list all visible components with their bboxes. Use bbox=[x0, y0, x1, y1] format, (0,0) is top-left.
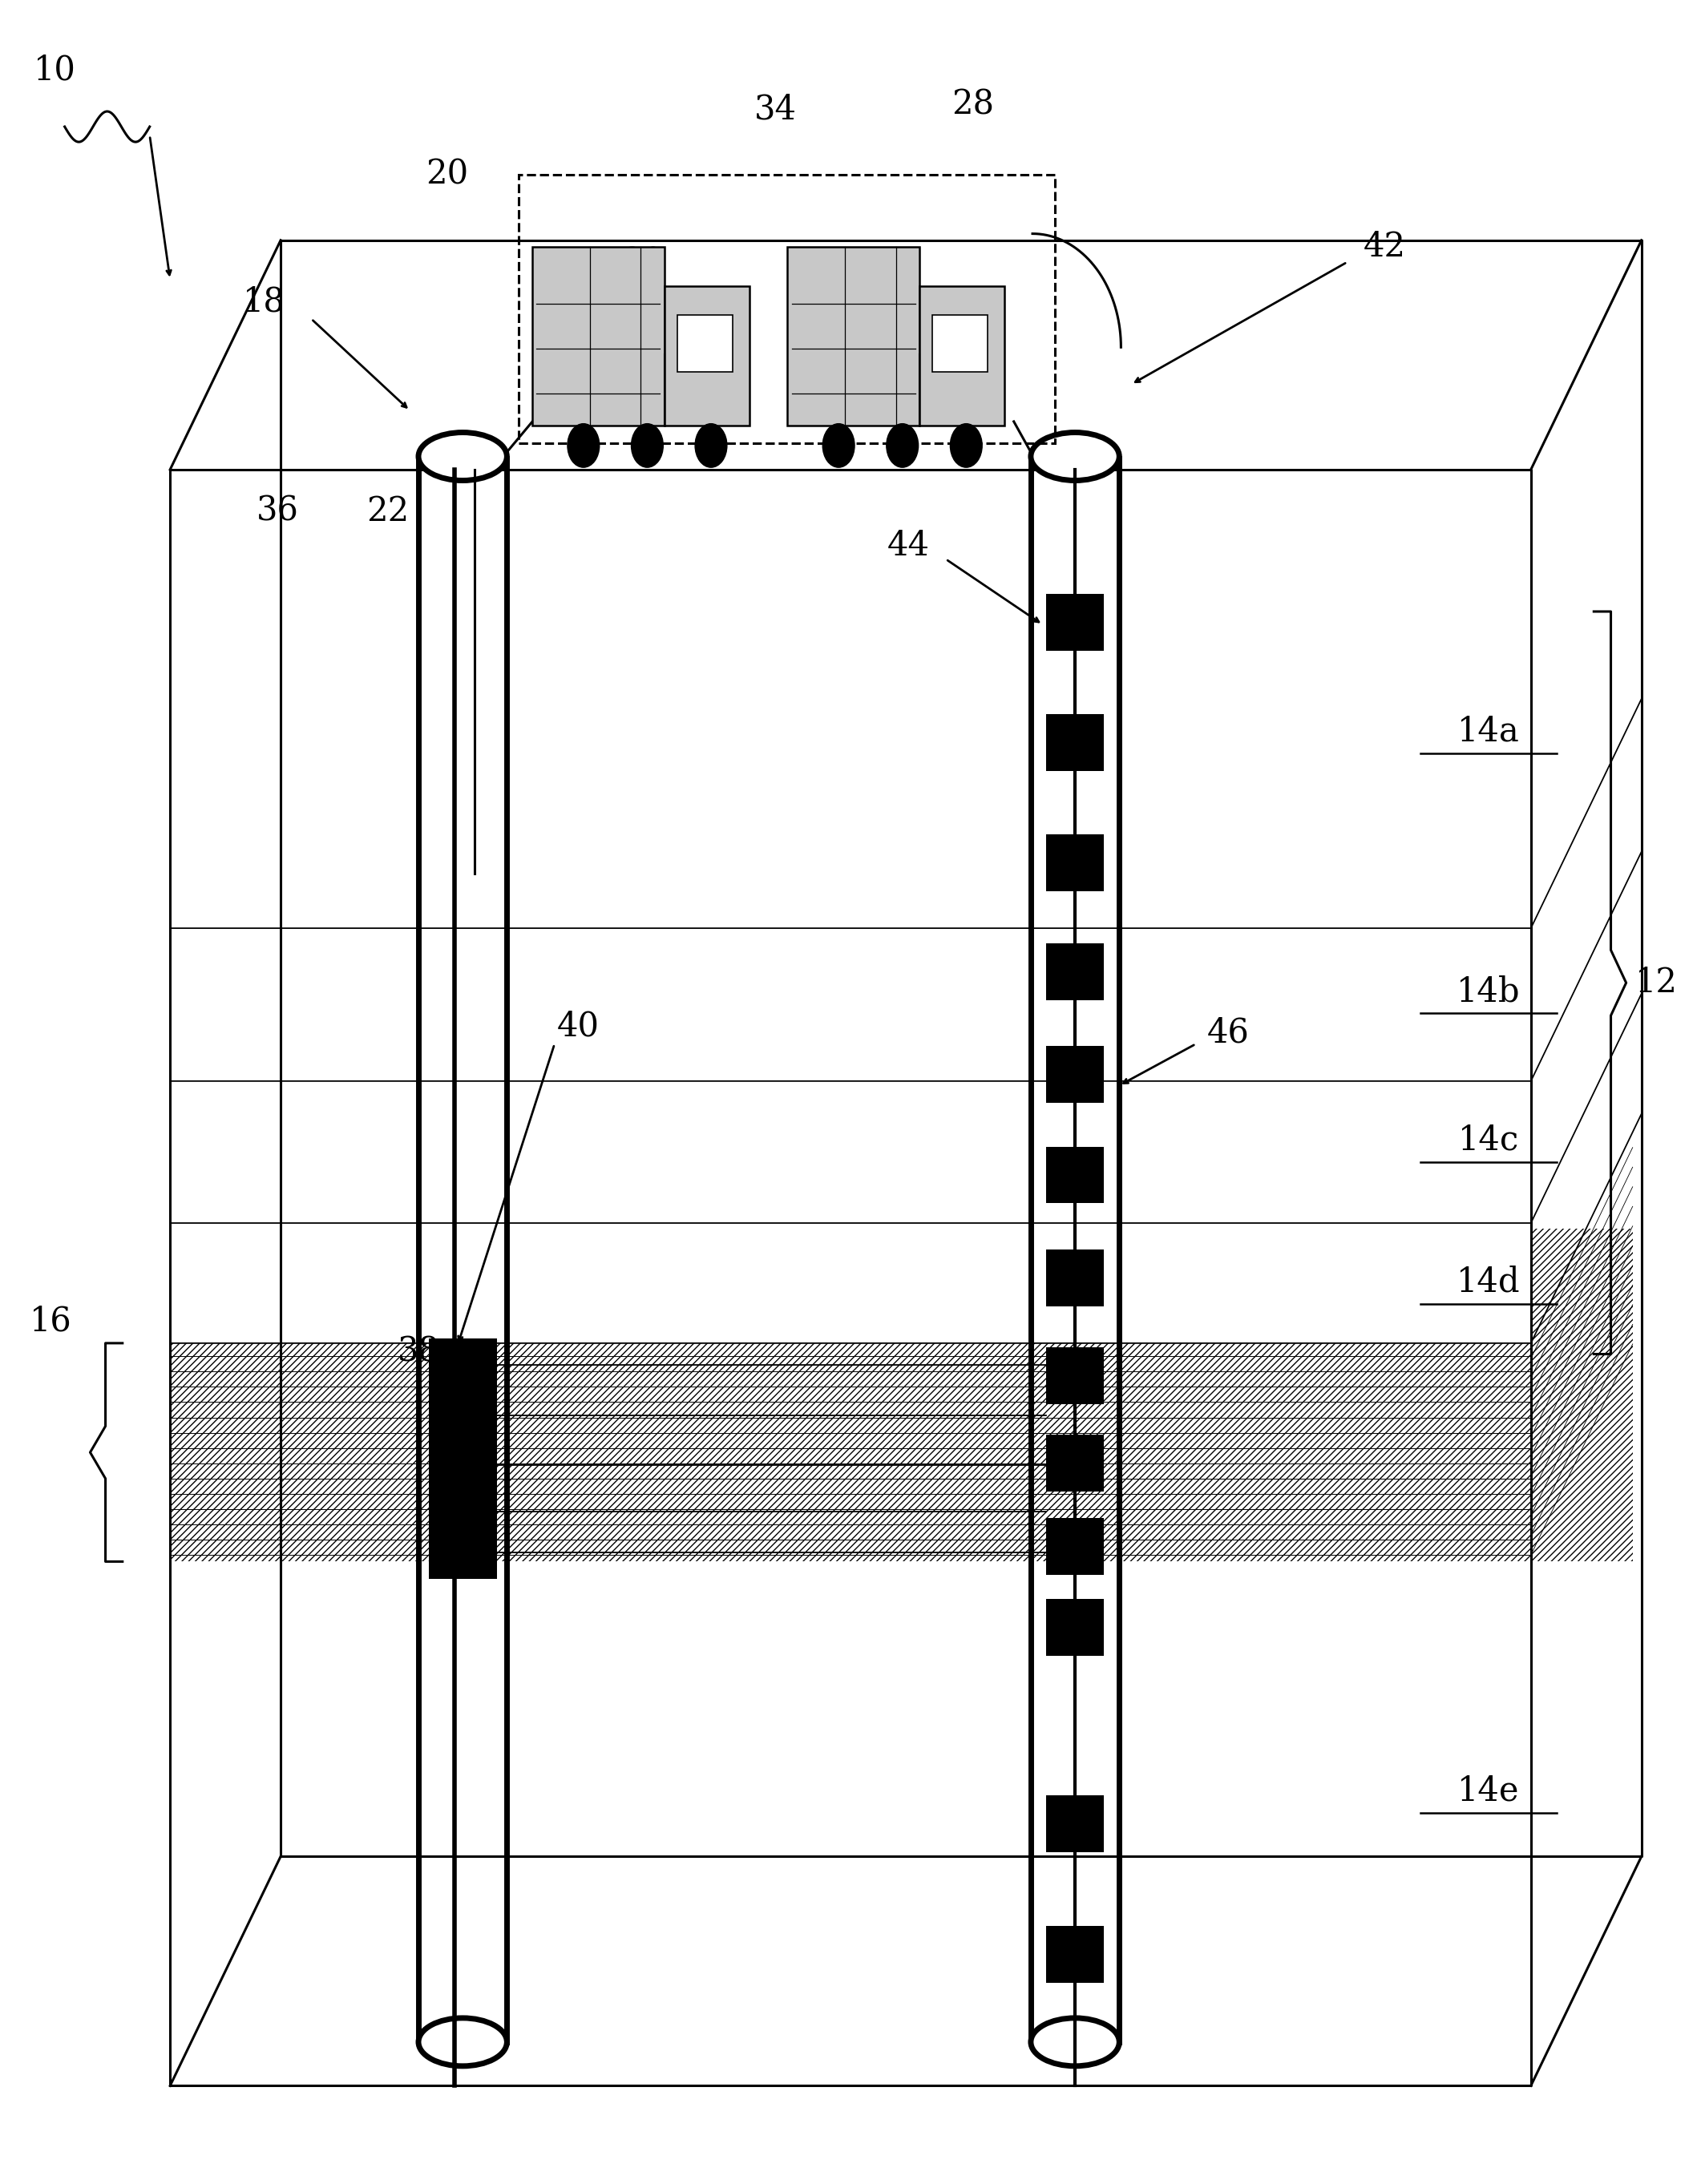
Bar bbox=[1046, 1599, 1104, 1655]
Text: 14b: 14b bbox=[1456, 974, 1521, 1009]
Text: 30: 30 bbox=[623, 245, 663, 280]
Ellipse shape bbox=[951, 424, 981, 467]
Text: 44: 44 bbox=[888, 529, 929, 563]
Ellipse shape bbox=[696, 424, 726, 467]
Text: 20: 20 bbox=[425, 157, 469, 192]
Ellipse shape bbox=[418, 2018, 507, 2066]
Text: 12: 12 bbox=[1636, 965, 1677, 1000]
Bar bbox=[1046, 714, 1104, 771]
Text: 38: 38 bbox=[398, 1334, 439, 1369]
Text: 18: 18 bbox=[243, 284, 284, 319]
Bar bbox=[429, 1485, 497, 1538]
Bar bbox=[1046, 1795, 1104, 1852]
Bar bbox=[932, 314, 987, 371]
Bar bbox=[1046, 1435, 1104, 1492]
Text: 36: 36 bbox=[257, 494, 298, 529]
Text: 34: 34 bbox=[755, 92, 796, 127]
Bar bbox=[919, 286, 1004, 426]
Ellipse shape bbox=[568, 424, 599, 467]
Bar bbox=[1046, 1348, 1104, 1404]
Bar bbox=[1046, 1147, 1104, 1203]
Bar bbox=[170, 1343, 1531, 1562]
Bar bbox=[429, 1389, 497, 1441]
Bar bbox=[788, 247, 919, 426]
Text: 28: 28 bbox=[953, 87, 993, 122]
Bar bbox=[1046, 594, 1104, 651]
Bar bbox=[677, 314, 731, 371]
Text: 42: 42 bbox=[1363, 229, 1407, 264]
Text: 22: 22 bbox=[366, 494, 410, 529]
Text: 46: 46 bbox=[1208, 1016, 1249, 1051]
Ellipse shape bbox=[1031, 432, 1119, 480]
Ellipse shape bbox=[823, 424, 854, 467]
Bar bbox=[429, 1339, 497, 1391]
Text: 40: 40 bbox=[558, 1009, 599, 1044]
Text: 14a: 14a bbox=[1458, 714, 1519, 749]
Bar bbox=[532, 247, 663, 426]
Ellipse shape bbox=[886, 424, 919, 467]
Ellipse shape bbox=[418, 432, 507, 480]
Text: 16: 16 bbox=[31, 1304, 71, 1339]
Ellipse shape bbox=[631, 424, 663, 467]
Bar bbox=[1046, 1249, 1104, 1306]
Text: 14e: 14e bbox=[1458, 1773, 1519, 1808]
Bar bbox=[1531, 1227, 1633, 1562]
Bar bbox=[1046, 1518, 1104, 1575]
Text: 32: 32 bbox=[873, 253, 917, 288]
Bar bbox=[1046, 1046, 1104, 1103]
Text: 14d: 14d bbox=[1456, 1265, 1521, 1299]
Bar bbox=[663, 286, 750, 426]
Bar bbox=[429, 1527, 497, 1579]
Text: 14c: 14c bbox=[1458, 1123, 1519, 1158]
Ellipse shape bbox=[1031, 2018, 1119, 2066]
Bar bbox=[429, 1439, 497, 1492]
Bar bbox=[1046, 834, 1104, 891]
Bar bbox=[519, 175, 1055, 443]
Bar bbox=[1046, 1926, 1104, 1983]
Bar bbox=[1046, 943, 1104, 1000]
Text: 10: 10 bbox=[34, 52, 75, 87]
